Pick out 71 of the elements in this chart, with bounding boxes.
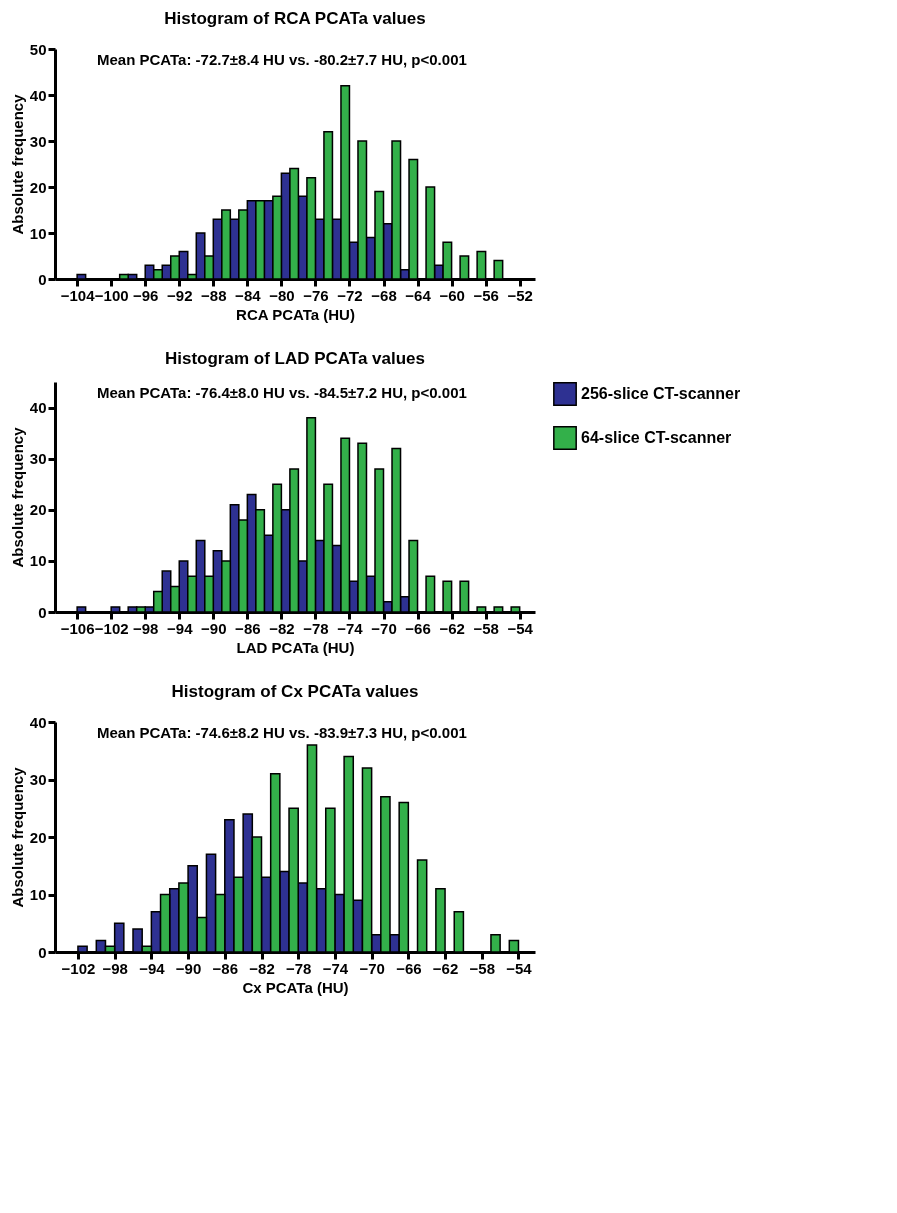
annotation: Mean PCATa: -74.6±8.2 HU vs. -83.9±7.3 HU, p<0.001 [97, 724, 467, 741]
x-tick-label: −62 [432, 959, 459, 977]
x-tick-label: −94 [167, 619, 194, 637]
y-tick-label: 20 [29, 828, 47, 846]
x-tick-label: −78 [285, 959, 312, 977]
y-tick-label: 20 [29, 178, 47, 196]
y-tick-label: 0 [38, 943, 47, 961]
legend-label: 256-slice CT-scanner [581, 385, 741, 402]
x-axis-title: Cx PCATa (HU) [242, 978, 349, 996]
x-tick-label: −82 [249, 959, 275, 977]
x-tick-label: −86 [212, 959, 239, 977]
y-tick-label: 40 [29, 399, 47, 417]
y-tick-label: 0 [38, 603, 47, 621]
y-tick-label: 40 [29, 86, 47, 104]
x-tick-label: −56 [473, 286, 499, 304]
x-tick-label: −74 [337, 619, 364, 637]
x-tick-label: −90 [175, 959, 202, 977]
x-tick-label: −64 [405, 286, 432, 304]
x-tick-label: −106 [60, 619, 95, 637]
y-tick-label: 30 [29, 771, 47, 788]
x-tick-label: −86 [235, 619, 261, 637]
x-tick-label: −84 [235, 286, 262, 304]
x-tick-label: −70 [359, 959, 385, 977]
y-tick-label: 50 [29, 40, 47, 58]
x-tick-label: −98 [102, 959, 128, 977]
legend-label: 64-slice CT-scanner [581, 429, 732, 446]
y-tick-label: 10 [29, 552, 47, 570]
x-tick-label: −58 [473, 619, 499, 637]
x-tick-label: −102 [61, 959, 96, 977]
x-tick-label: −66 [396, 959, 422, 977]
y-tick-label: 30 [29, 132, 47, 150]
x-tick-label: −54 [506, 959, 533, 977]
x-tick-label: −76 [303, 286, 329, 304]
y-tick-label: 10 [29, 224, 47, 242]
x-tick-label: −70 [371, 619, 397, 637]
x-tick-label: −62 [439, 619, 465, 637]
annotation: Mean PCATa: -72.7±8.4 HU vs. -80.2±7.7 HU, p<0.001 [97, 51, 467, 68]
x-tick-label: −90 [201, 619, 227, 637]
x-tick-label: −74 [322, 959, 349, 977]
x-tick-label: −68 [371, 286, 397, 304]
x-tick-label: −52 [507, 286, 533, 304]
x-tick-label: −94 [139, 959, 166, 977]
x-tick-label: −102 [94, 619, 129, 637]
x-tick-label: −66 [405, 619, 431, 637]
x-tick-label: −92 [167, 286, 193, 304]
y-axis-title: Absolute frequency [8, 426, 26, 568]
y-tick-label: 0 [38, 270, 47, 288]
annotation: Mean PCATa: -76.4±8.0 HU vs. -84.5±7.2 HU, p<0.001 [97, 384, 467, 401]
x-tick-label: −104 [60, 286, 96, 304]
chart-title: Histogram of LAD PCATa values [164, 349, 426, 368]
y-axis-title: Absolute frequency [8, 93, 26, 235]
x-tick-label: −88 [201, 286, 227, 304]
y-tick-label: 20 [29, 501, 47, 519]
y-axis-title: Absolute frequency [8, 766, 26, 908]
x-tick-label: −72 [337, 286, 363, 304]
x-axis-title: RCA PCATa (HU) [236, 305, 355, 323]
y-tick-label: 40 [29, 713, 47, 731]
chart-title: Histogram of RCA PCATa values [164, 9, 426, 28]
x-tick-label: −82 [269, 619, 295, 637]
x-tick-label: −100 [94, 286, 129, 304]
x-tick-label: −80 [269, 286, 295, 304]
x-tick-label: −54 [507, 619, 534, 637]
x-tick-label: −60 [439, 286, 465, 304]
x-tick-label: −98 [132, 619, 159, 637]
x-tick-label: −58 [469, 959, 495, 977]
x-axis-title: LAD PCATa (HU) [236, 638, 355, 656]
x-tick-label: −78 [303, 619, 329, 637]
x-tick-label: −96 [132, 286, 159, 304]
y-tick-label: 30 [29, 450, 47, 468]
y-tick-label: 10 [29, 886, 47, 903]
chart-title: Histogram of Cx PCATa values [171, 682, 419, 701]
